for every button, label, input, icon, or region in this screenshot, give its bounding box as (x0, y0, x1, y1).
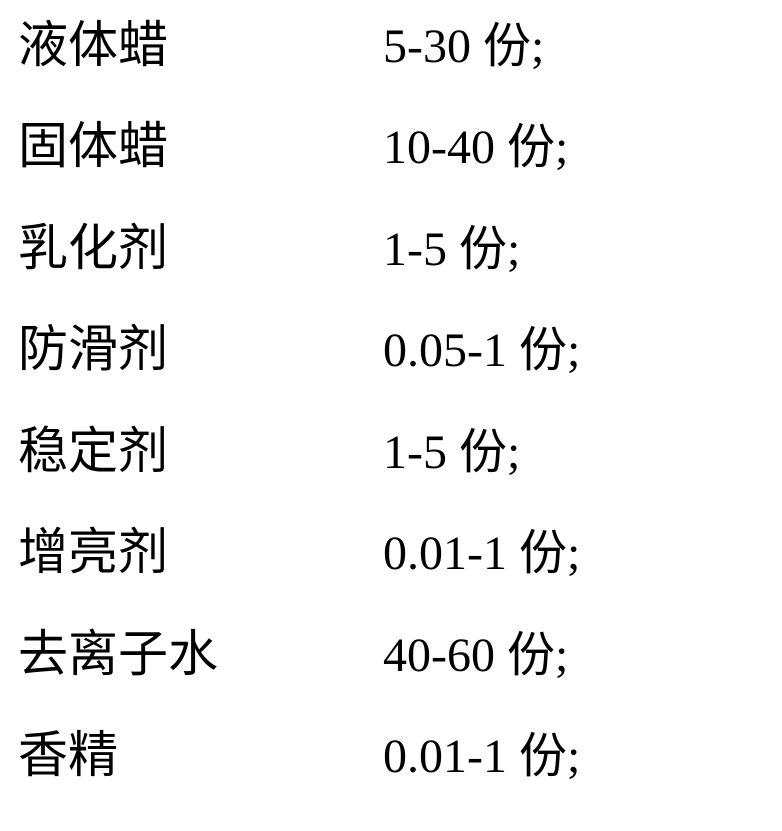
ingredient-value: 5-30 份; (383, 23, 544, 71)
ingredient-value: 1-5 份; (383, 226, 520, 274)
table-row: 防滑剂 0.05-1 份; (18, 324, 762, 425)
ingredient-value: 40-60 份; (383, 632, 568, 680)
ingredient-table: 液体蜡 5-30 份; 固体蜡 10-40 份; 乳化剂 1-5 份; 防滑剂 … (0, 0, 782, 831)
ingredient-value: 1-5 份; (383, 429, 520, 477)
ingredient-label: 防滑剂 (18, 324, 383, 374)
table-row: 去离子水 40-60 份; (18, 629, 762, 730)
ingredient-label: 乳化剂 (18, 223, 383, 273)
table-row: 固体蜡 10-40 份; (18, 121, 762, 222)
ingredient-value: 0.01-1 份; (383, 733, 580, 781)
ingredient-label: 香精 (18, 730, 383, 780)
ingredient-label: 稳定剂 (18, 426, 383, 476)
ingredient-label: 增亮剂 (18, 527, 383, 577)
table-row: 香精 0.01-1 份; (18, 730, 762, 831)
ingredient-label: 液体蜡 (18, 20, 383, 70)
ingredient-label: 固体蜡 (18, 121, 383, 171)
ingredient-value: 0.05-1 份; (383, 327, 580, 375)
table-row: 液体蜡 5-30 份; (18, 20, 762, 121)
table-row: 乳化剂 1-5 份; (18, 223, 762, 324)
ingredient-value: 10-40 份; (383, 124, 568, 172)
table-row: 增亮剂 0.01-1 份; (18, 527, 762, 628)
ingredient-value: 0.01-1 份; (383, 530, 580, 578)
ingredient-label: 去离子水 (18, 629, 383, 679)
table-row: 稳定剂 1-5 份; (18, 426, 762, 527)
